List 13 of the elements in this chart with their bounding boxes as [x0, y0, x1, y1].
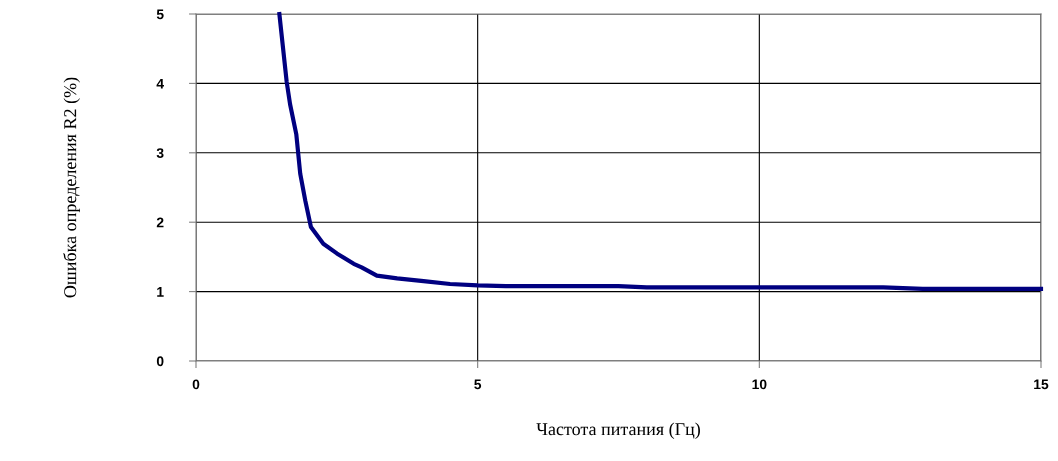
y-tick-label: 3 — [156, 148, 164, 158]
x-tick-label: 10 — [752, 379, 767, 390]
y-axis-title: Ошибка определения R2 (%) — [63, 77, 80, 298]
x-axis-title: Частота питания (Гц) — [536, 422, 700, 439]
y-tick-label: 5 — [156, 9, 164, 20]
y-tick-label: 0 — [156, 356, 164, 367]
x-tick-label: 15 — [1034, 379, 1049, 390]
y-tick-label: 4 — [156, 78, 164, 89]
x-tick-label: 0 — [192, 379, 200, 390]
y-tick-label: 2 — [156, 217, 164, 228]
x-tick-label: 5 — [474, 379, 482, 390]
y-tick-label: 1 — [157, 287, 164, 297]
line-series — [277, 11, 1044, 291]
